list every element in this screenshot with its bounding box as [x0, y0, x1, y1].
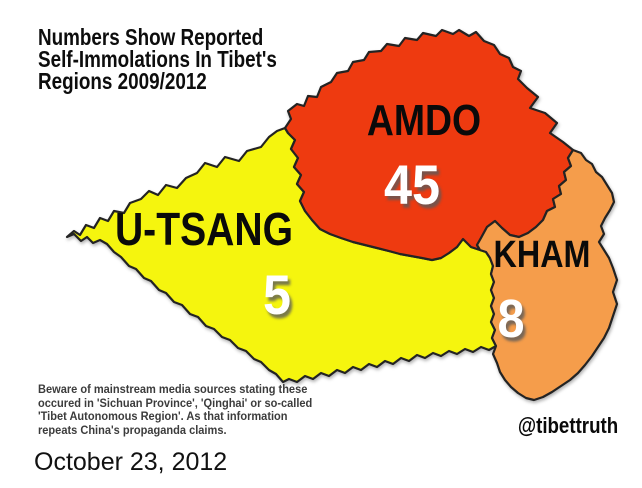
disclaimer-line-2: occured in 'Sichuan Province', 'Qinghai'…	[38, 395, 313, 410]
infographic-title: Numbers Show Reported Self-Immolations I…	[38, 24, 277, 94]
title-line-1: Numbers Show Reported	[38, 24, 264, 50]
disclaimer-text: Beware of mainstream media sources stati…	[38, 382, 313, 437]
disclaimer-line-1: Beware of mainstream media sources stati…	[38, 382, 308, 396]
disclaimer-line-3: 'Tibet Autonomous Region'. As that infor…	[38, 409, 288, 423]
twitter-handle: @tibettruth	[517, 413, 619, 438]
utsang-region-label: U-TSANG	[114, 203, 294, 255]
amdo-region-count: 45	[383, 153, 441, 216]
utsang-region-count: 5	[262, 263, 292, 326]
kham-region-count: 8	[497, 289, 525, 349]
disclaimer-line-4: repeats China's propaganda claims.	[38, 422, 227, 437]
kham-region	[475, 148, 619, 402]
date-caption: October 23, 2012	[34, 448, 228, 476]
kham-region-label: KHAM	[493, 234, 591, 276]
amdo-region-label: AMDO	[366, 96, 482, 145]
title-line-3: Regions 2009/2012	[38, 68, 207, 94]
title-line-2: Self-Immolations In Tibet's	[38, 46, 277, 72]
